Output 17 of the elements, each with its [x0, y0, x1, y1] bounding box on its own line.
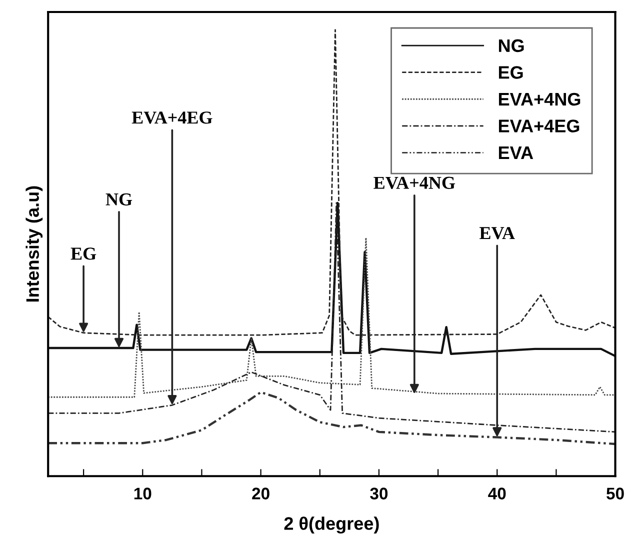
legend-label: EVA: [498, 146, 534, 159]
x-axis-title: 2 θ(degree): [284, 516, 379, 534]
x-tick-label: 40: [488, 488, 506, 500]
legend-label: EVA+4EG: [498, 120, 580, 132]
legend-label: EG: [498, 66, 523, 79]
annotation: EG: [70, 248, 96, 260]
x-tick-label: 20: [252, 488, 270, 500]
annotation: NG: [106, 193, 132, 206]
x-tick-label: 30: [370, 488, 388, 500]
x-tick-label: 50: [606, 488, 624, 500]
x-tick-label: 10: [134, 488, 152, 500]
annotation: EVA+4NG: [374, 176, 456, 190]
annotation: EVA+4EG: [132, 112, 212, 124]
legend-label: NG: [498, 39, 524, 52]
y-axis-title: Intensity (a.u): [26, 186, 43, 302]
legend-label: EVA+4NG: [498, 92, 580, 106]
annotation: EVA: [480, 227, 515, 240]
